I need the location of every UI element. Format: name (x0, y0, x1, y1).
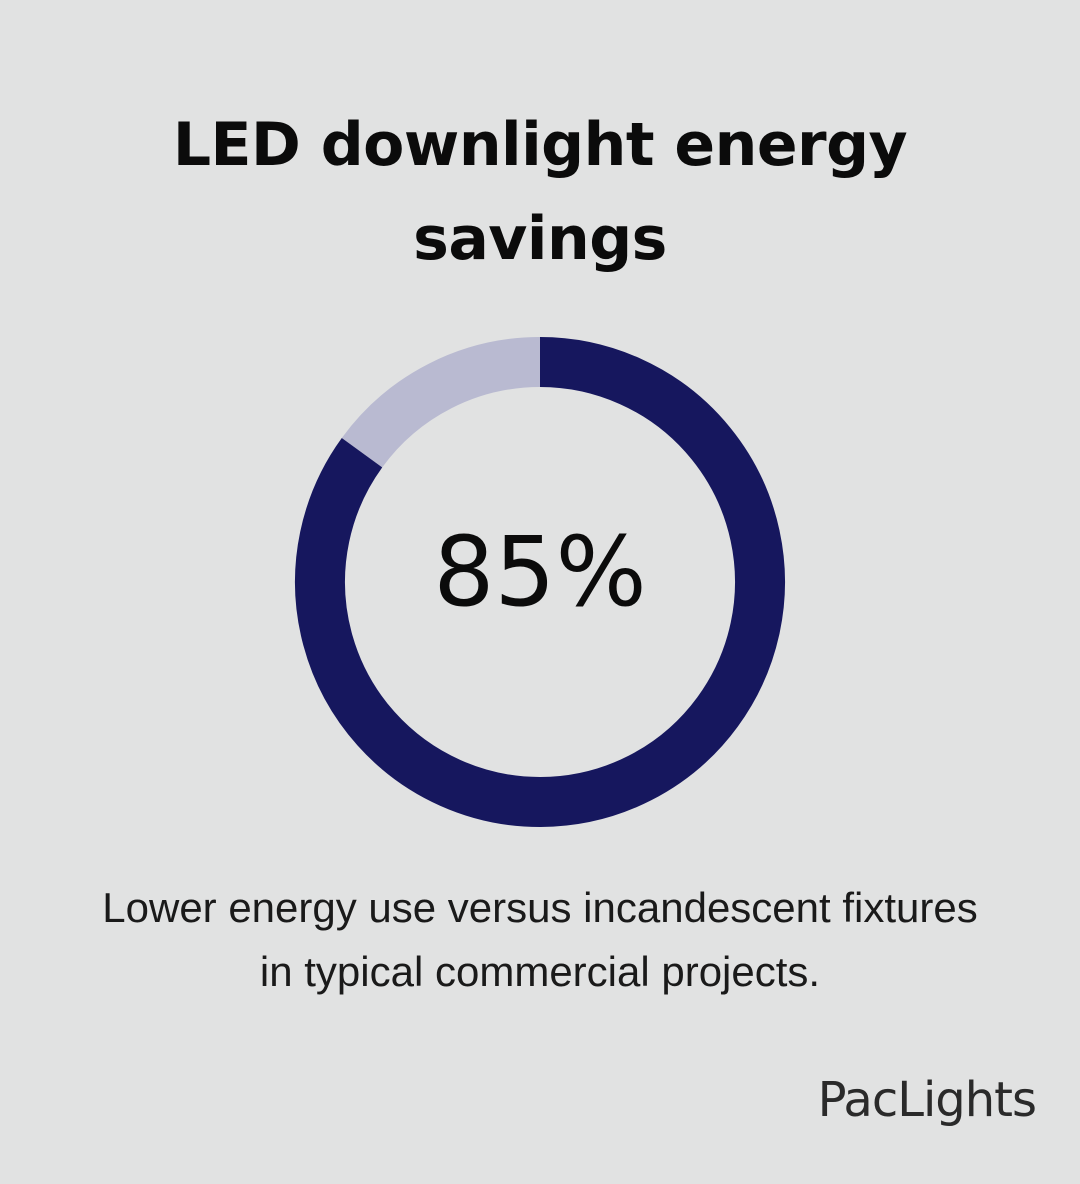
donut-segment-value (295, 337, 785, 827)
chart-caption: Lower energy use versus incandescent fix… (102, 884, 978, 995)
chart-title: LED downlight energy savings (172, 110, 908, 274)
donut-chart (295, 337, 785, 827)
donut-center-value: 85% (433, 516, 647, 628)
brand-logo: PacLights (817, 1072, 1037, 1128)
donut-segment-remainder (341, 337, 541, 468)
